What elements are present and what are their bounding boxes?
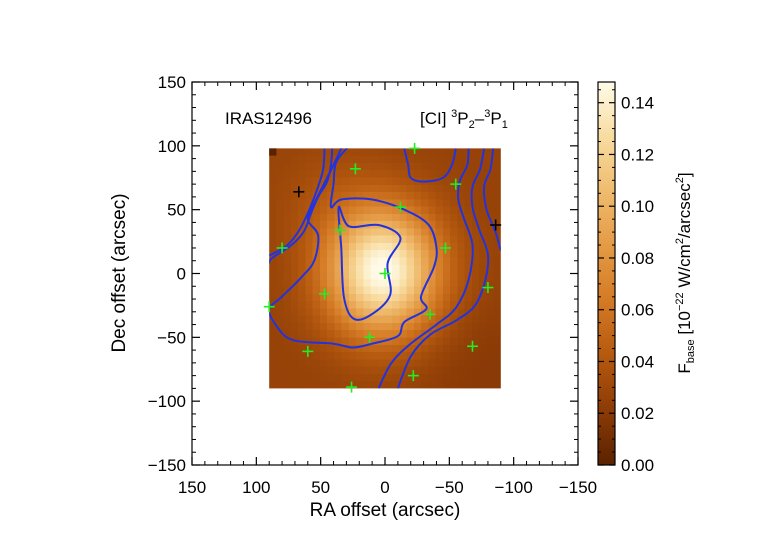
pointing-marker <box>302 345 314 357</box>
pointing-marker <box>263 301 275 313</box>
pointing-marker <box>407 370 419 382</box>
pointing-marker <box>276 242 288 254</box>
line-lower-sup: 3 <box>484 108 490 120</box>
contour-line <box>269 148 438 349</box>
line-lower-sub: 1 <box>502 119 508 131</box>
line-lower-term: P <box>490 109 501 128</box>
colorbar-tick-label: 0.00 <box>621 456 654 475</box>
colorbar-tick-label: 0.12 <box>621 145 654 164</box>
line-upper-sub: 2 <box>469 119 475 131</box>
cb-label-rest-2: W/cm <box>675 244 694 292</box>
pointing-marker <box>409 142 421 154</box>
pointing-markers <box>263 142 502 393</box>
cb-label-rest-3: /arcsec <box>675 183 694 238</box>
colorbar-tick-label: 0.06 <box>621 301 654 320</box>
colorbar-gradient <box>598 82 615 465</box>
colorbar-tick-label: 0.14 <box>621 94 654 113</box>
y-axis-label: Dec offset (arcsec) <box>109 193 130 352</box>
pointing-marker <box>394 201 406 213</box>
pointing-marker <box>466 340 478 352</box>
line-upper-sup: 3 <box>451 108 457 120</box>
x-tick-label: 0 <box>380 478 389 497</box>
contour-line <box>403 148 457 183</box>
cb-label-sq2: 2 <box>674 177 686 183</box>
contour-line <box>269 148 334 264</box>
cb-label-sub: base <box>685 339 697 363</box>
cb-label-close: ] <box>675 172 694 177</box>
contour-line <box>396 148 490 389</box>
cb-label-main: F <box>675 363 694 373</box>
x-tick-label: 100 <box>242 478 270 497</box>
colorbar: 0.00 0.02 0.04 0.06 0.08 0.10 0.12 0.14 Fbase [… <box>597 81 697 475</box>
x-tick-label: −50 <box>435 478 464 497</box>
line-sep: – <box>475 109 485 128</box>
y-axis-ticks: −150 −100 −50 0 50 100 150 <box>148 73 578 475</box>
colorbar-tick-label: 0.08 <box>621 249 654 268</box>
colorbar-ticks: 0.00 0.02 0.04 0.06 0.08 0.10 0.12 0.14 <box>598 89 654 475</box>
x-tick-label: 50 <box>311 478 330 497</box>
pointing-marker <box>334 224 346 236</box>
pointing-marker <box>379 268 391 279</box>
contour-line <box>337 205 402 321</box>
y-tick-label: 0 <box>177 265 186 284</box>
contour-line <box>482 148 501 251</box>
cb-label-exp: −22 <box>674 292 686 311</box>
x-tick-label: −100 <box>495 478 533 497</box>
pointing-marker <box>319 288 331 300</box>
map-corner-pixel <box>269 148 277 156</box>
pointing-marker <box>439 242 451 254</box>
line-species: [CI] <box>420 109 451 128</box>
y-tick-label: 150 <box>158 73 186 92</box>
x-tick-label: 150 <box>178 478 206 497</box>
colorbar-tick-label: 0.02 <box>621 404 654 423</box>
line-label: [CI] 3P2–3P1 <box>420 108 508 131</box>
pointing-marker-outside <box>293 186 305 198</box>
x-axis-label: RA offset (arcsec) <box>310 500 461 521</box>
pointing-marker <box>482 282 494 294</box>
y-tick-label: 100 <box>158 137 186 156</box>
pointing-marker <box>349 163 361 175</box>
pointing-marker <box>364 331 376 343</box>
line-upper-term: P <box>457 109 468 128</box>
colorbar-label: Fbase [10−22 W/cm2/arcsec2] <box>674 172 697 373</box>
contour-line <box>269 148 326 257</box>
pointing-marker <box>450 178 462 190</box>
pointing-marker <box>346 381 358 393</box>
pointing-marker-outside <box>490 219 502 231</box>
y-tick-label: 50 <box>167 201 186 220</box>
contour-lines <box>269 148 501 389</box>
pointing-marker <box>424 308 436 320</box>
colorbar-frame <box>597 81 616 466</box>
y-tick-label: −150 <box>148 456 186 475</box>
object-label: IRAS12496 <box>225 109 312 128</box>
x-tick-label: −150 <box>559 478 597 497</box>
y-tick-label: −50 <box>157 328 186 347</box>
cb-label-sq1: 2 <box>674 238 686 244</box>
y-tick-label: −100 <box>148 392 186 411</box>
colorbar-tick-label: 0.10 <box>621 197 654 216</box>
cb-label-rest-1: [10 <box>675 311 694 339</box>
colorbar-tick-label: 0.04 <box>621 352 654 371</box>
x-axis-ticks: 150 100 50 0 −50 −100 −150 <box>178 82 597 497</box>
contour-line <box>377 148 474 389</box>
